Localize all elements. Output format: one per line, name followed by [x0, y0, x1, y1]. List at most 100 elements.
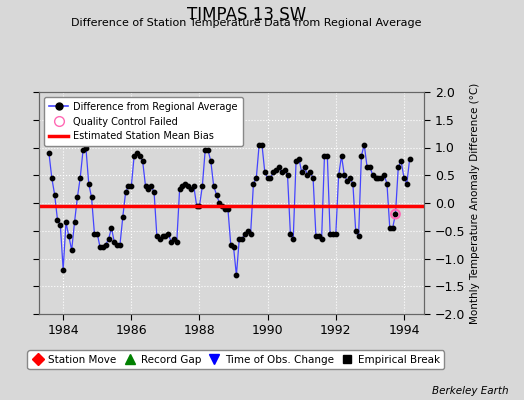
Text: TIMPAS 13 SW: TIMPAS 13 SW: [187, 6, 306, 24]
Point: [93, 230, 102, 237]
Point: [266, 175, 275, 181]
Point: [224, 205, 232, 212]
Point: [167, 239, 176, 245]
Point: [283, 172, 292, 178]
Point: [190, 183, 198, 190]
Point: [402, 180, 411, 187]
Point: [198, 183, 206, 190]
Point: [258, 142, 266, 148]
Point: [329, 230, 337, 237]
Point: [386, 225, 394, 231]
Point: [178, 183, 187, 190]
Point: [210, 183, 218, 190]
Legend: Station Move, Record Gap, Time of Obs. Change, Empirical Break: Station Move, Record Gap, Time of Obs. C…: [27, 350, 444, 369]
Point: [96, 244, 104, 250]
Point: [226, 242, 235, 248]
Point: [406, 155, 414, 162]
Point: [212, 192, 221, 198]
Point: [334, 172, 343, 178]
Point: [244, 228, 252, 234]
Point: [363, 164, 372, 170]
Point: [170, 236, 178, 242]
Point: [312, 233, 320, 240]
Point: [99, 244, 107, 250]
Point: [298, 169, 306, 176]
Point: [348, 180, 357, 187]
Point: [88, 194, 96, 201]
Point: [62, 219, 70, 226]
Point: [292, 158, 300, 164]
Point: [326, 230, 334, 237]
Point: [158, 233, 167, 240]
Point: [59, 266, 68, 273]
Point: [90, 230, 99, 237]
Point: [102, 242, 110, 248]
Point: [195, 202, 204, 209]
Point: [110, 239, 118, 245]
Legend: Difference from Regional Average, Quality Control Failed, Estimated Station Mean: Difference from Regional Average, Qualit…: [44, 97, 243, 146]
Point: [79, 147, 87, 154]
Point: [241, 230, 249, 237]
Point: [380, 172, 388, 178]
Point: [147, 183, 156, 190]
Point: [130, 153, 138, 159]
Point: [354, 233, 363, 240]
Point: [318, 236, 326, 242]
Point: [391, 211, 400, 217]
Point: [249, 180, 258, 187]
Point: [278, 169, 286, 176]
Point: [260, 169, 269, 176]
Point: [133, 150, 141, 156]
Point: [264, 175, 272, 181]
Point: [332, 230, 340, 237]
Point: [124, 183, 133, 190]
Point: [289, 236, 298, 242]
Point: [204, 147, 212, 154]
Point: [343, 178, 352, 184]
Point: [320, 153, 329, 159]
Point: [70, 219, 79, 226]
Point: [181, 180, 190, 187]
Point: [394, 164, 402, 170]
Point: [366, 164, 374, 170]
Point: [45, 150, 53, 156]
Point: [377, 175, 386, 181]
Point: [230, 244, 238, 250]
Point: [113, 242, 121, 248]
Point: [156, 236, 164, 242]
Text: Difference of Station Temperature Data from Regional Average: Difference of Station Temperature Data f…: [71, 18, 421, 28]
Point: [252, 175, 260, 181]
Point: [64, 233, 73, 240]
Point: [374, 175, 383, 181]
Point: [50, 192, 59, 198]
Point: [255, 142, 264, 148]
Point: [397, 158, 406, 164]
Point: [352, 228, 360, 234]
Point: [388, 225, 397, 231]
Point: [238, 236, 246, 242]
Point: [400, 175, 408, 181]
Point: [161, 233, 170, 240]
Point: [221, 205, 229, 212]
Point: [144, 186, 152, 192]
Point: [235, 236, 244, 242]
Point: [323, 153, 332, 159]
Point: [360, 142, 368, 148]
Point: [232, 272, 241, 278]
Point: [383, 180, 391, 187]
Point: [107, 225, 116, 231]
Point: [184, 183, 192, 190]
Point: [372, 175, 380, 181]
Point: [68, 247, 76, 253]
Point: [172, 239, 181, 245]
Point: [127, 183, 136, 190]
Point: [176, 186, 184, 192]
Point: [309, 175, 318, 181]
Point: [82, 144, 90, 151]
Point: [104, 236, 113, 242]
Point: [76, 175, 84, 181]
Y-axis label: Monthly Temperature Anomaly Difference (°C): Monthly Temperature Anomaly Difference (…: [470, 82, 479, 324]
Text: Berkeley Earth: Berkeley Earth: [432, 386, 508, 396]
Point: [136, 153, 144, 159]
Point: [150, 189, 158, 195]
